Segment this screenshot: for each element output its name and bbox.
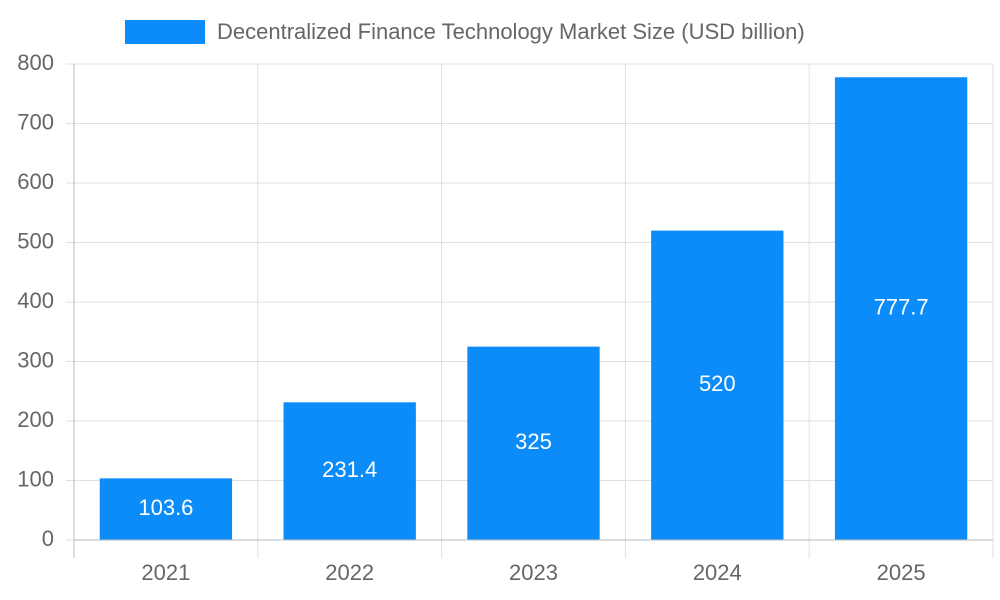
data-label: 231.4 [322, 457, 377, 482]
y-tick-label: 100 [17, 466, 54, 491]
bar [834, 77, 968, 541]
x-tick-label: 2021 [141, 560, 190, 585]
y-tick-label: 200 [17, 407, 54, 432]
x-tick-label: 2022 [325, 560, 374, 585]
y-tick-label: 0 [42, 526, 54, 551]
bar [99, 478, 233, 540]
bar [467, 346, 600, 540]
y-tick-label: 800 [17, 50, 54, 75]
data-label: 325 [515, 429, 552, 454]
legend-label: Decentralized Finance Technology Market … [217, 19, 805, 44]
legend-swatch [125, 20, 205, 44]
y-tick-label: 300 [17, 347, 54, 372]
data-label: 777.7 [874, 294, 929, 319]
y-tick-label: 600 [17, 169, 54, 194]
y-tick-label: 400 [17, 288, 54, 313]
y-tick-label: 700 [17, 109, 54, 134]
y-tick-label: 500 [17, 228, 54, 253]
x-tick-label: 2024 [693, 560, 742, 585]
bar [283, 402, 416, 540]
data-label: 103.6 [138, 495, 193, 520]
data-label: 520 [699, 371, 736, 396]
bar [651, 230, 784, 540]
x-tick-label: 2023 [509, 560, 558, 585]
x-tick-label: 2025 [877, 560, 926, 585]
